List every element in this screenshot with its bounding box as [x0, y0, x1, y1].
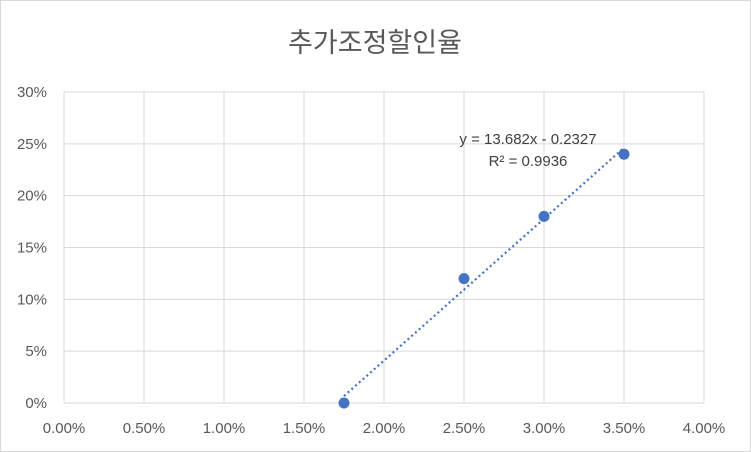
x-tick-label: 4.00%	[683, 420, 726, 437]
x-tick-label: 2.00%	[363, 420, 406, 437]
x-tick-label: 3.50%	[603, 420, 646, 437]
x-tick-label: 1.00%	[203, 420, 246, 437]
data-point	[618, 148, 630, 160]
y-tick-label: 0%	[25, 395, 47, 412]
data-point	[458, 273, 470, 285]
data-points	[338, 148, 630, 409]
x-tick-label: 0.50%	[123, 420, 166, 437]
grid-layer	[63, 91, 705, 404]
trendline	[343, 146, 625, 397]
y-tick-label: 15%	[17, 240, 47, 257]
x-tick-label: 2.50%	[443, 420, 486, 437]
data-point	[338, 397, 350, 409]
x-axis-tick-labels: 0.00% 0.50% 1.00% 1.50% 2.00% 2.50% 3.00% 3.50%…	[43, 420, 726, 437]
y-tick-label: 5%	[25, 343, 47, 360]
x-tick-label: 3.00%	[523, 420, 566, 437]
y-tick-label: 30%	[17, 84, 47, 101]
y-tick-label: 10%	[17, 291, 47, 308]
x-tick-label: 0.00%	[43, 420, 86, 437]
trendline-equation: y = 13.682x - 0.2327	[459, 131, 596, 148]
x-tick-label: 1.50%	[283, 420, 326, 437]
trendline-r-squared: R² = 0.9936	[489, 153, 568, 170]
y-tick-label: 25%	[17, 136, 47, 153]
chart-title: 추가조정할인율	[288, 28, 462, 59]
y-axis-tick-labels: 0% 5% 10% 15% 20% 25% 30%	[17, 84, 47, 412]
y-tick-label: 20%	[17, 188, 47, 205]
data-point	[538, 210, 550, 222]
